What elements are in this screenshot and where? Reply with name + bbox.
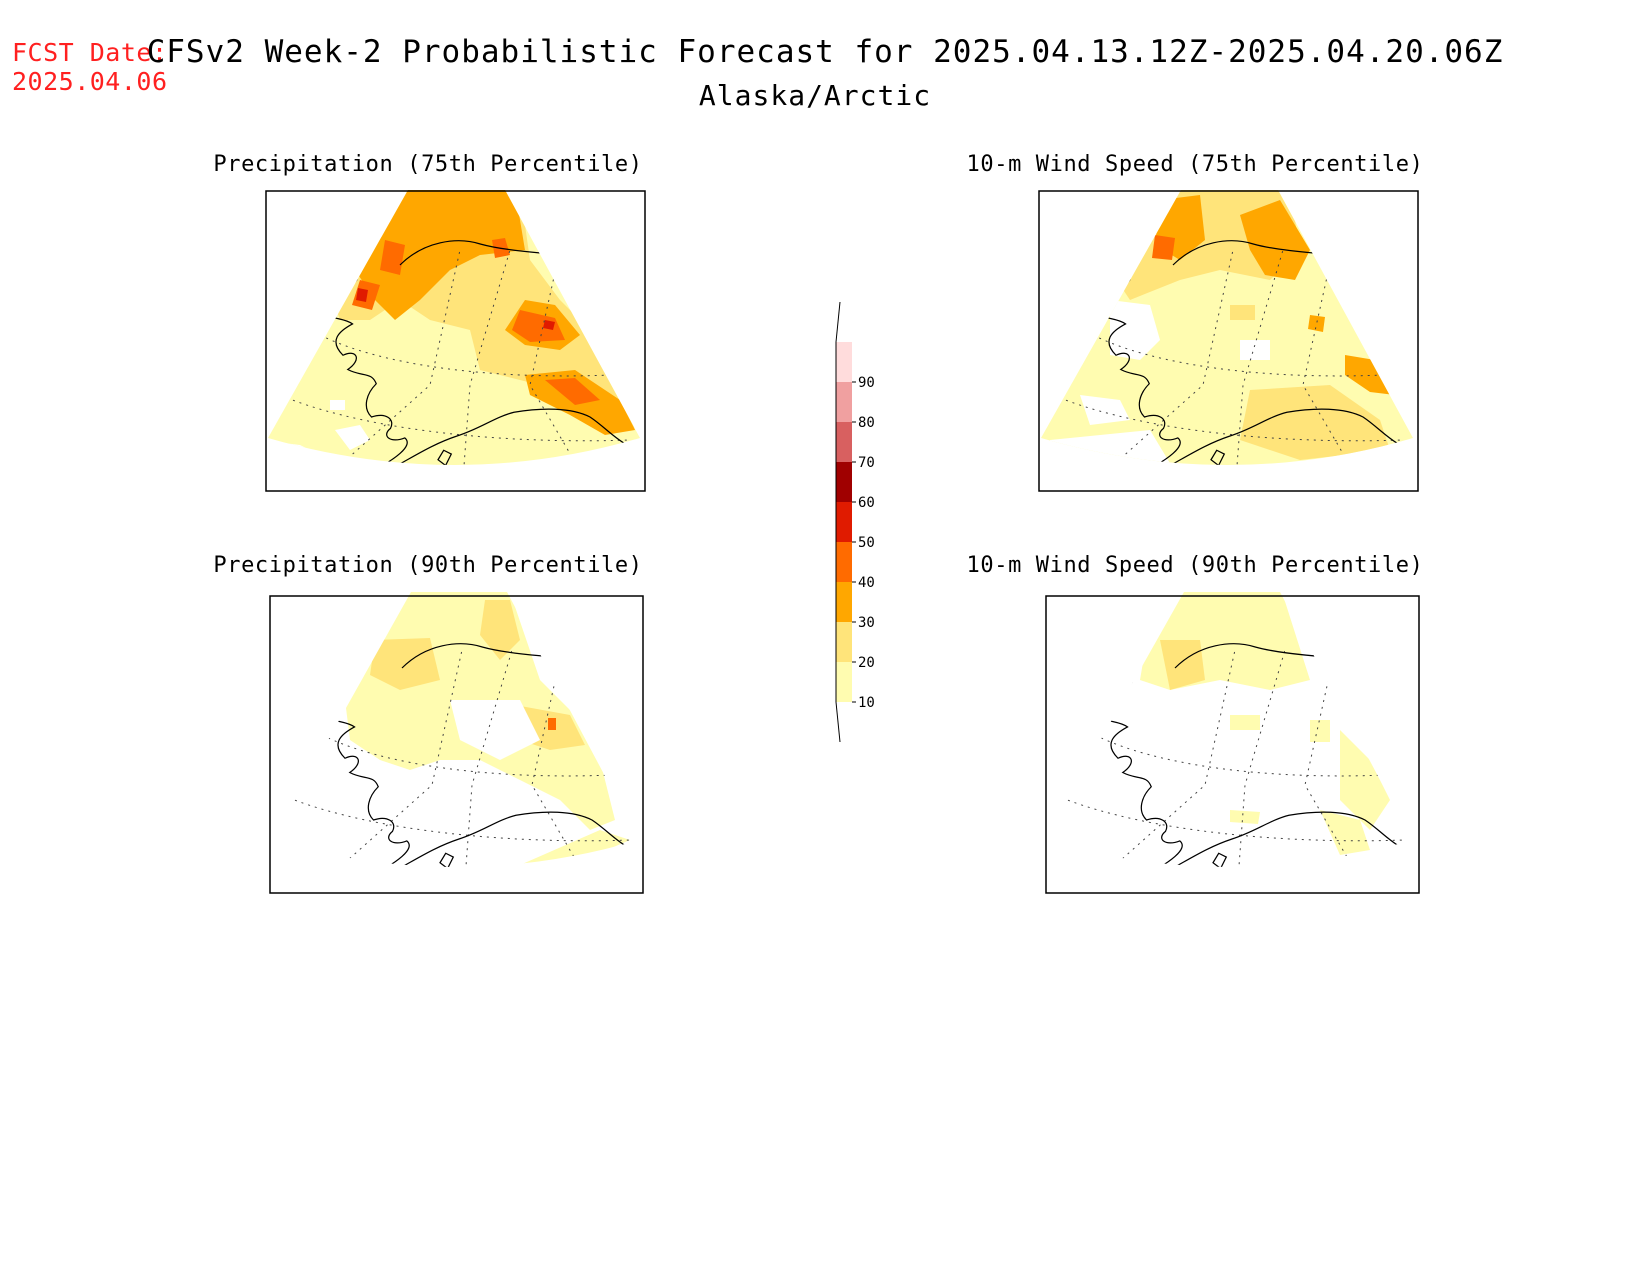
- panel-title-wind-75: 10-m Wind Speed (75th Percentile): [966, 152, 1424, 177]
- colorbar-swatch-10: [836, 662, 852, 702]
- colorbar-swatch-50: [836, 502, 852, 542]
- colorbar-swatch-60: [836, 462, 852, 502]
- colorbar-label-50: 50: [858, 535, 875, 551]
- colorbar-label-20: 20: [858, 655, 875, 671]
- colorbar-label-30: 30: [858, 615, 875, 631]
- colorbar-swatch-90: [836, 342, 852, 382]
- map-precip-90: [269, 592, 644, 894]
- map-wind-75: [1038, 190, 1419, 492]
- colorbar-swatch-20: [836, 622, 852, 662]
- colorbar-label-60: 60: [858, 495, 875, 511]
- colorbar-label-70: 70: [858, 455, 875, 471]
- colorbar-swatch-70: [836, 422, 852, 462]
- page-subtitle: Alaska/Arctic: [698, 79, 932, 112]
- panel-title-precip-90: Precipitation (90th Percentile): [213, 553, 643, 578]
- colorbar: 10 20 30 40 50 60 70 80 90: [835, 301, 875, 743]
- panel-title-precip-75: Precipitation (75th Percentile): [213, 152, 643, 177]
- fcst-label: FCST Date:: [12, 38, 168, 67]
- colorbar-label-90: 90: [858, 375, 875, 391]
- colorbar-tail-top: [835, 301, 841, 343]
- colorbar-label-40: 40: [858, 575, 875, 591]
- fcst-date: 2025.04.06: [12, 67, 168, 96]
- colorbar-label-10: 10: [858, 695, 875, 711]
- map-wind-90: [1044, 592, 1420, 894]
- colorbar-tail-bottom: [835, 701, 841, 743]
- colorbar-label-80: 80: [858, 415, 875, 431]
- colorbar-swatch-40: [836, 542, 852, 582]
- forecast-date-label: FCST Date: 2025.04.06: [12, 38, 168, 96]
- colorbar-swatch-30: [836, 582, 852, 622]
- panel-title-wind-90: 10-m Wind Speed (90th Percentile): [966, 553, 1424, 578]
- colorbar-swatch-80: [836, 382, 852, 422]
- page-title: CFSv2 Week-2 Probabilistic Forecast for …: [146, 34, 1504, 70]
- map-precip-75: [265, 190, 646, 492]
